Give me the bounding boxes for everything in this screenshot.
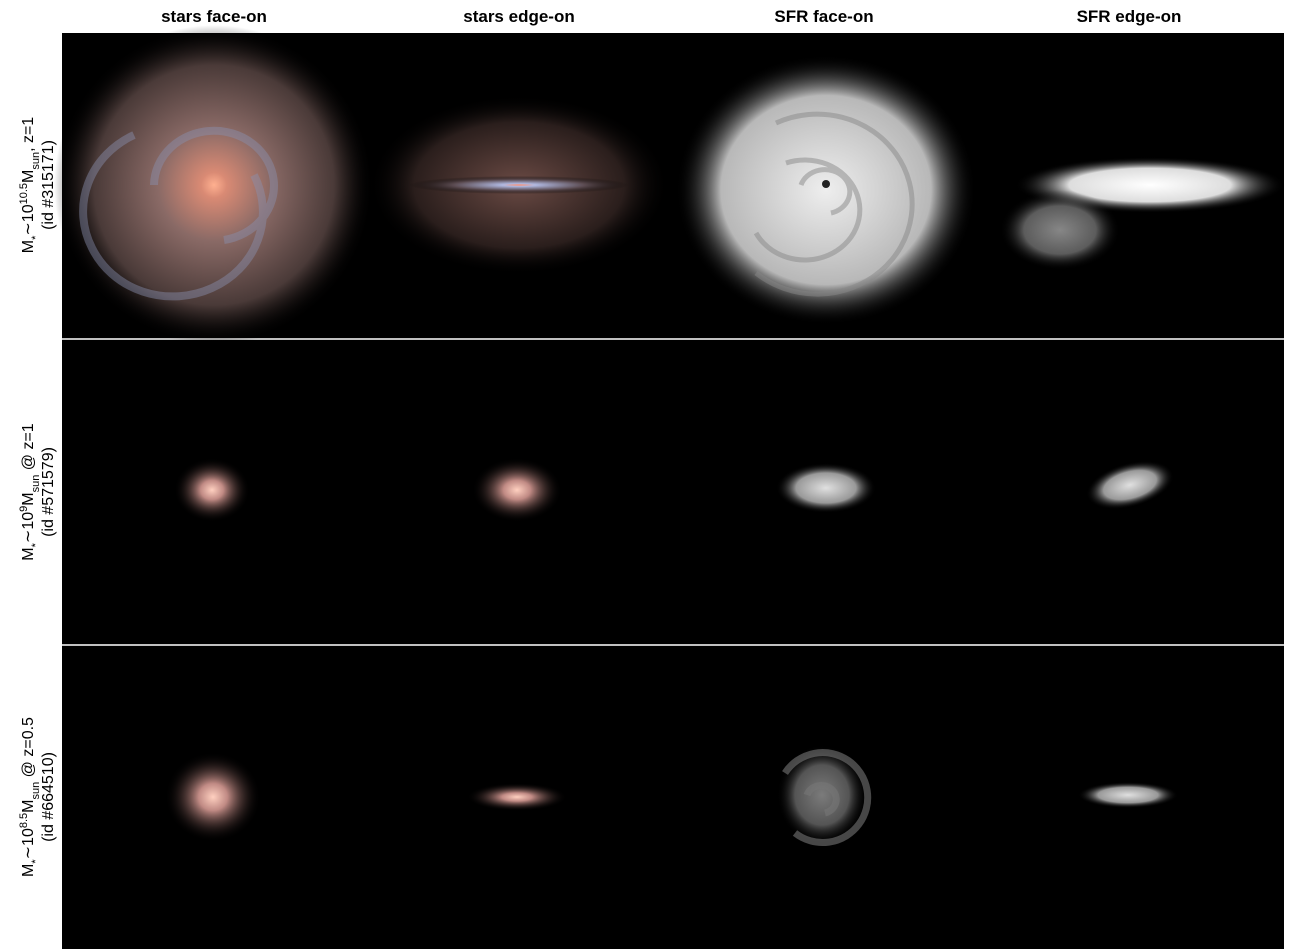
- galaxy-core: [822, 180, 830, 188]
- galaxy-image: [777, 745, 867, 845]
- label-part: 8.5: [18, 813, 30, 828]
- galaxy-image: [1078, 782, 1178, 808]
- label-part: M: [20, 170, 37, 183]
- label-part: *: [30, 542, 42, 547]
- label-part: *: [30, 859, 42, 864]
- label-part: ∼10: [20, 828, 37, 859]
- label-part: *: [30, 235, 42, 240]
- galaxy-image: [54, 25, 374, 345]
- label-part: ∼10: [20, 204, 37, 235]
- label-part: @ z=1: [20, 423, 37, 474]
- row-id: (id #664510): [40, 752, 57, 842]
- column-header: stars face-on: [161, 7, 267, 26]
- galaxy-image: [165, 752, 261, 842]
- row-label: M*∼108.5Msun @ z=0.5: [18, 717, 42, 877]
- label-part: @ z=0.5: [20, 717, 37, 782]
- label-part: 9: [18, 506, 30, 512]
- label-part: sun: [30, 782, 42, 800]
- label-part: , z=1: [20, 117, 37, 152]
- label-part: M: [20, 800, 37, 813]
- spiral-arm: [753, 111, 915, 297]
- galaxy-image: [174, 458, 250, 522]
- column-header: SFR face-on: [774, 7, 873, 26]
- image-grid: [54, 25, 1285, 949]
- galaxy-image: [472, 458, 562, 522]
- label-part: 10.5: [18, 183, 30, 204]
- column-headers: stars face-on stars edge-on SFR face-on …: [161, 7, 1181, 26]
- label-part: M: [20, 864, 37, 877]
- galaxy-image: [409, 176, 629, 194]
- galaxy-image: [1086, 460, 1174, 510]
- galaxy-image: [1000, 190, 1120, 270]
- spiral-arm: [78, 126, 278, 301]
- label-part: M: [20, 547, 37, 560]
- column-header: stars edge-on: [463, 7, 574, 26]
- row-id: (id #315171): [40, 140, 57, 230]
- row-labels: M*∼1010.5Msun, z=1 (id #315171) M*∼109Ms…: [18, 117, 57, 877]
- galaxy-image: [467, 783, 567, 811]
- row-label: M*∼109Msun @ z=1: [18, 423, 42, 560]
- row-id: (id #571579): [40, 447, 57, 537]
- spiral-arm: [782, 749, 872, 846]
- label-part: sun: [30, 475, 42, 493]
- label-part: M: [20, 492, 37, 505]
- galaxy-image: [776, 463, 876, 513]
- column-header: SFR edge-on: [1077, 7, 1182, 26]
- galaxy-image: [676, 55, 976, 325]
- row-label: M*∼1010.5Msun, z=1: [18, 117, 42, 254]
- label-part: ∼10: [20, 512, 37, 543]
- label-part: M: [20, 240, 37, 253]
- label-part: sun: [30, 152, 42, 170]
